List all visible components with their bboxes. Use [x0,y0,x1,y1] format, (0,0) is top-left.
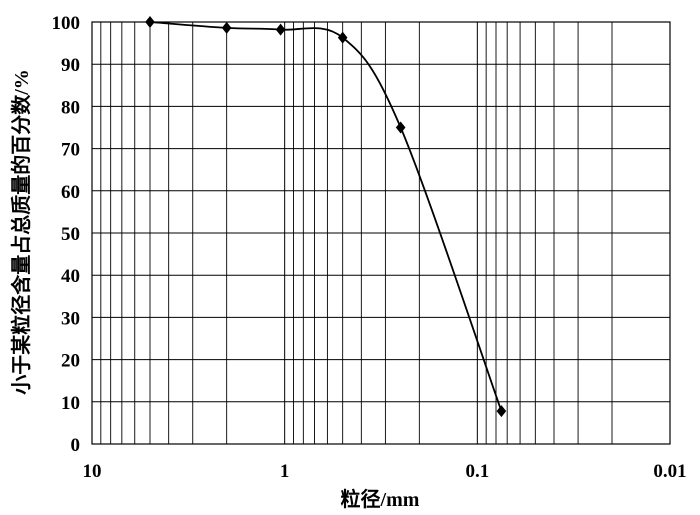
plot-frame [91,21,671,445]
y-tick-label: 20 [61,351,80,372]
x-tick-label: 0.01 [653,461,686,482]
y-tick-label: 30 [61,308,80,329]
data-point [275,23,286,36]
x-axis-title: 粒径/mm [341,487,420,511]
grid-layer [91,21,671,445]
y-tick-label: 100 [52,13,81,34]
x-tick-label: 0.1 [465,461,489,482]
marker-layer [145,16,507,418]
y-tick-label: 50 [61,224,80,245]
data-point [221,21,232,34]
y-tick-label: 0 [71,435,81,456]
y-axis-title: 小于某粒径含量占总质量的百分数/% [9,69,33,395]
data-point [337,31,348,44]
curve-layer [149,21,503,412]
x-tick-label: 1 [280,461,290,482]
data-point [395,121,406,134]
series-line [149,21,503,412]
y-tick-label: 40 [61,266,80,287]
x-tick-label: 10 [83,461,102,482]
y-tick-label: 90 [61,55,80,76]
y-tick-label: 70 [61,140,80,161]
y-tick-label: 80 [61,97,80,118]
data-point [145,16,155,28]
y-tick-label: 60 [61,182,80,203]
y-tick-label: 10 [61,393,80,414]
data-point [496,405,507,418]
